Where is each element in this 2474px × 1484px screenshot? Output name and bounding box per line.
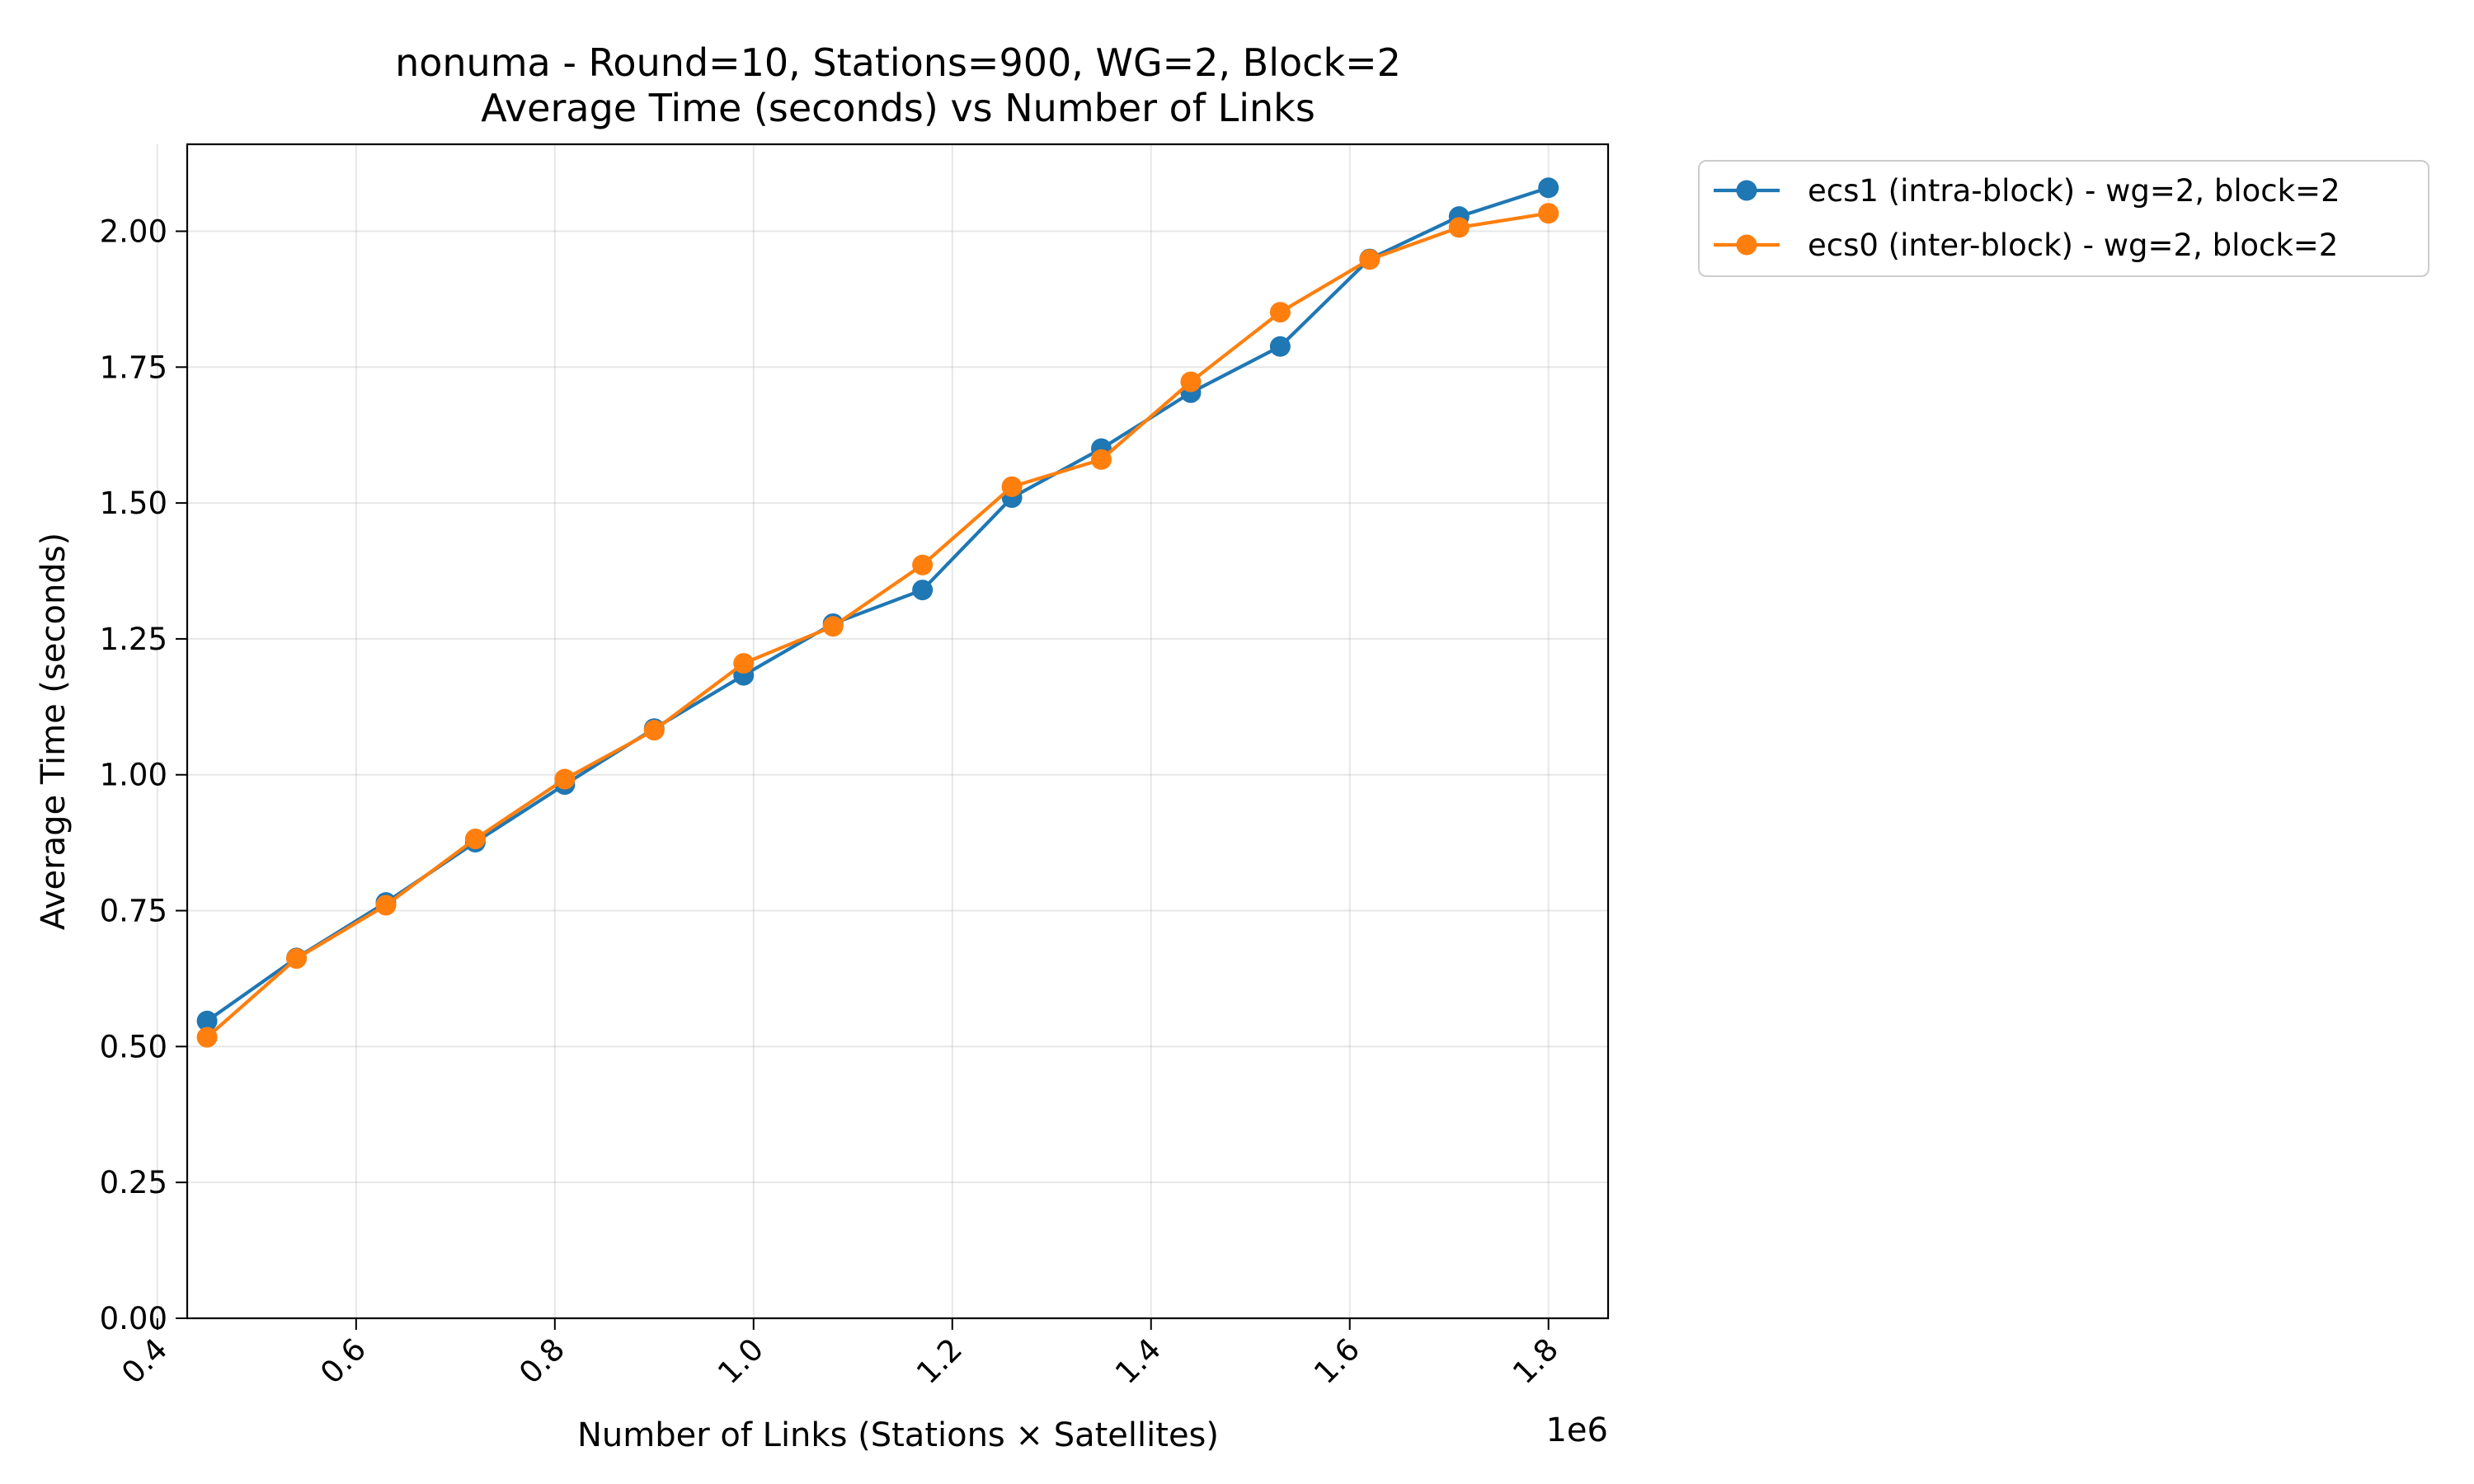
data-point	[1091, 448, 1112, 470]
y-axis: 0.00 0.25 0.50 0.75 1.00 1.25 1.50 1.75 2.00	[100, 214, 187, 1336]
data-point	[1538, 203, 1559, 224]
y-tick-label: 1.75	[100, 350, 167, 385]
chart-title: nonuma - Round=10, Stations=900, WG=2, B…	[395, 40, 1401, 85]
y-tick-label: 1.25	[100, 622, 167, 657]
legend-marker	[1736, 234, 1757, 256]
legend-label: ecs0 (inter-block) - wg=2, block=2	[1808, 228, 2338, 263]
series-layer	[196, 177, 1559, 1048]
data-point	[912, 580, 934, 601]
data-point	[464, 829, 486, 850]
y-tick-label: 1.50	[100, 486, 167, 521]
plot-frame	[186, 143, 1610, 1320]
data-point	[1448, 217, 1470, 238]
data-point	[1001, 476, 1023, 497]
data-point	[822, 616, 844, 637]
data-point	[1269, 336, 1291, 357]
data-point	[286, 948, 308, 970]
x-axis-offset-label: 1e6	[1545, 1411, 1608, 1449]
y-tick-label: 1.00	[100, 758, 167, 793]
series-line	[205, 211, 1550, 1039]
data-point	[196, 1026, 218, 1048]
legend-frame	[1698, 160, 2429, 277]
data-point	[1269, 302, 1291, 323]
y-tick-label: 0.00	[100, 1301, 167, 1336]
y-tick-label: 0.75	[100, 894, 167, 929]
data-point	[196, 1010, 218, 1031]
y-tick-label: 0.25	[100, 1165, 167, 1200]
data-point	[643, 720, 665, 741]
x-axis-label: Number of Links (Stations × Satellites)	[577, 1416, 1219, 1454]
data-point	[912, 554, 934, 575]
plot-area	[187, 144, 1608, 1318]
data-point	[1359, 249, 1380, 270]
y-axis-label: Average Time (seconds)	[35, 533, 73, 930]
chart-subtitle: Average Time (seconds) vs Number of Link…	[481, 86, 1315, 130]
y-tick-label: 2.00	[100, 214, 167, 249]
data-point	[1180, 371, 1202, 392]
legend-marker	[1736, 180, 1757, 201]
data-point	[375, 895, 397, 916]
legend: ecs1 (intra-block) - wg=2, block=2 ecs0 (…	[1698, 160, 2429, 277]
series-2	[196, 203, 1559, 1048]
data-point	[733, 653, 755, 674]
data-point	[554, 768, 576, 790]
legend-label: ecs1 (intra-block) - wg=2, block=2	[1808, 173, 2340, 209]
data-point	[1538, 177, 1559, 199]
y-tick-label: 0.50	[100, 1029, 167, 1064]
